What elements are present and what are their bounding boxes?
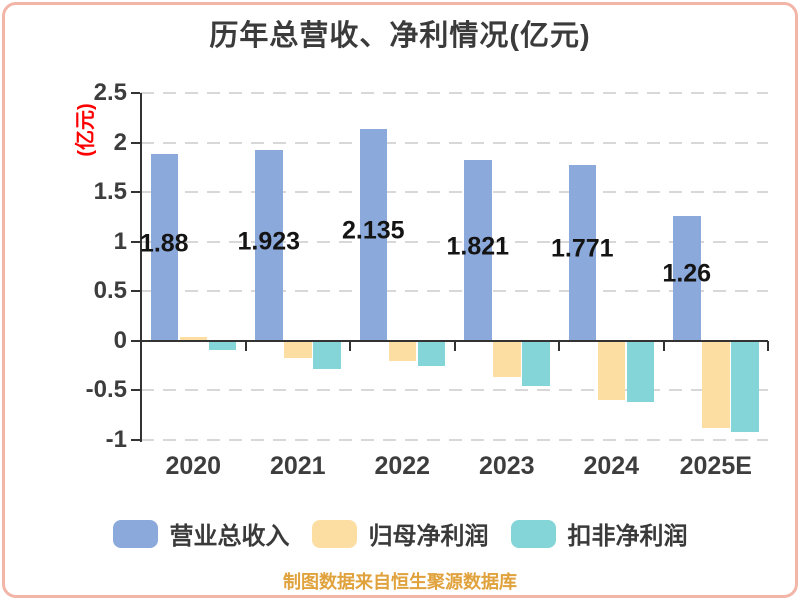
- y-axis-tick: [131, 439, 140, 441]
- gridline: [141, 191, 768, 194]
- x-tick-label-2023: 2023: [478, 452, 535, 480]
- bar-扣非净利润-2021: [313, 341, 341, 369]
- bar-归母净利润-2025E: [702, 341, 730, 429]
- bar-value-label: 2.135: [341, 216, 405, 245]
- y-tick-label: -1: [105, 426, 127, 453]
- gridline: [141, 240, 768, 243]
- x-tick-label-2025E: 2025E: [679, 452, 752, 480]
- y-tick-label: 1: [113, 227, 127, 255]
- bar-营业总收入-2022: [359, 129, 387, 341]
- gridline: [141, 92, 768, 94]
- gridline: [141, 141, 768, 144]
- bar-营业总收入-2020: [150, 154, 178, 341]
- bar-扣非净利润-2020: [208, 341, 236, 350]
- y-axis-tick: [131, 92, 140, 94]
- x-axis-tick: [558, 340, 560, 351]
- bar-value-label: 1.821: [446, 232, 510, 261]
- x-tick-label-2020: 2020: [165, 452, 222, 480]
- y-tick-label: 0: [113, 326, 127, 354]
- legend-item-扣非净利润: 扣非净利润: [510, 516, 688, 551]
- bar-营业总收入-2024: [568, 165, 596, 341]
- x-axis-tick: [662, 340, 665, 351]
- bar-扣非净利润-2022: [417, 341, 445, 366]
- bar-营业总收入-2023: [464, 160, 492, 341]
- legend-item-归母净利润: 归母净利润: [311, 516, 489, 551]
- legend-swatch-icon: [112, 519, 158, 548]
- x-axis-tick: [767, 340, 769, 351]
- bar-扣非净利润-2023: [522, 341, 550, 387]
- y-tick-label: 0.5: [93, 277, 127, 305]
- bar-扣非净利润-2024: [626, 341, 654, 403]
- y-axis-tick: [131, 191, 140, 194]
- y-axis-tick: [131, 339, 140, 342]
- bar-归母净利润-2020: [179, 336, 207, 341]
- bar-扣非净利润-2025E: [731, 341, 759, 433]
- y-tick-label: 1.5: [93, 178, 127, 206]
- bar-归母净利润-2022: [388, 341, 416, 361]
- bar-value-label: 1.923: [237, 227, 301, 256]
- y-axis-tick: [131, 389, 140, 392]
- y-tick-label: 2.5: [93, 79, 127, 106]
- bar-营业总收入-2021: [255, 150, 283, 341]
- gridline: [141, 389, 768, 392]
- bar-value-label: 1.26: [662, 259, 712, 288]
- y-tick-label: 2: [113, 128, 127, 156]
- x-tick-label-2024: 2024: [583, 452, 640, 480]
- legend-label: 扣非净利润: [567, 523, 688, 550]
- legend-label: 归母净利润: [368, 523, 489, 550]
- x-axis-tick: [140, 340, 142, 351]
- plot-area: 2.5 2 1.5 1 0.5 0 -0.5 -1 1.88 1.923 2.135 1.821 1.7…: [86, 79, 769, 480]
- bar-value-label: 1.88: [139, 229, 189, 258]
- legend-swatch-icon: [510, 519, 556, 548]
- bar-value-label: 1.771: [550, 234, 614, 263]
- legend-swatch-icon: [311, 519, 357, 548]
- gridline: [141, 290, 768, 293]
- x-tick-label-2021: 2021: [269, 452, 326, 480]
- bar-归母净利润-2021: [284, 341, 312, 358]
- x-axis-tick: [349, 340, 351, 351]
- y-axis-tick: [131, 240, 140, 243]
- y-axis-line: [140, 93, 142, 442]
- y-axis-tick: [131, 141, 140, 144]
- legend-item-营业总收入: 营业总收入: [112, 516, 290, 551]
- y-axis-tick: [131, 290, 140, 293]
- chart-title: 历年总营收、净利情况(亿元): [209, 20, 591, 52]
- bar-营业总收入-2025E: [673, 215, 701, 341]
- x-axis-tick: [244, 340, 247, 351]
- x-axis-tick: [453, 340, 456, 351]
- data-source-note: 制图数据来自恒生聚源数据库: [283, 572, 517, 592]
- y-tick-label: -0.5: [85, 376, 127, 404]
- gridline: [141, 439, 768, 441]
- bar-归母净利润-2024: [597, 341, 625, 401]
- x-tick-label-2022: 2022: [374, 452, 431, 480]
- legend-label: 营业总收入: [169, 523, 290, 550]
- legend: 营业总收入 归母净利润 扣非净利润: [0, 516, 800, 551]
- bar-归母净利润-2023: [493, 341, 521, 377]
